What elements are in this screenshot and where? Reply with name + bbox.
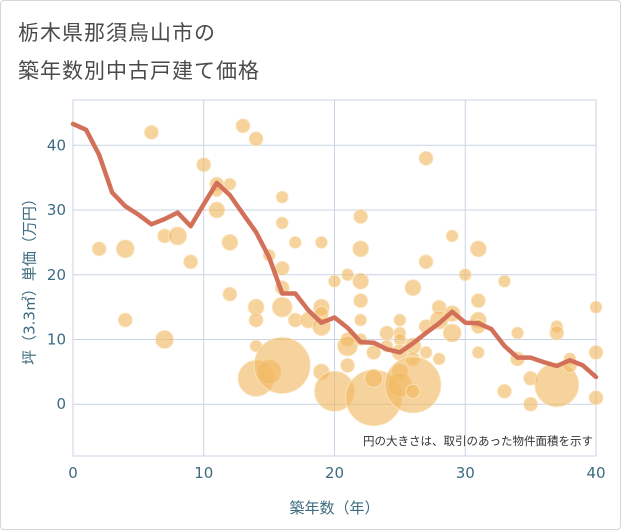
- bubble-point: [340, 357, 355, 373]
- x-tick-label: 30: [456, 464, 475, 482]
- chart-title-line1: 栃木県那須烏山市の: [18, 21, 216, 45]
- bubble-point: [419, 346, 433, 359]
- bubble-point: [183, 254, 199, 270]
- bubble-point: [588, 390, 604, 406]
- bubble-point: [364, 368, 384, 388]
- bubble-point: [253, 336, 311, 394]
- average-price-line: [70, 121, 599, 380]
- bubble-point: [471, 346, 485, 359]
- bubble-point: [418, 150, 434, 166]
- bubble-point: [115, 239, 135, 259]
- bubble-point: [222, 286, 238, 302]
- bubble-point: [405, 383, 421, 399]
- bubble-point: [208, 201, 226, 219]
- bubble-point: [337, 335, 358, 357]
- bubble-point: [271, 296, 293, 318]
- bubble-point: [275, 190, 289, 204]
- bubble-point: [353, 209, 369, 224]
- bubble-point: [196, 157, 212, 173]
- bubble-series: [91, 118, 604, 427]
- bubble-point: [352, 272, 370, 290]
- bubble-point: [341, 268, 354, 282]
- bubble-point: [589, 300, 603, 314]
- bubble-point: [588, 345, 604, 360]
- bubble-point: [288, 235, 302, 249]
- x-tick-label: 0: [68, 464, 78, 482]
- bubble-point: [469, 240, 487, 258]
- bubble-point: [511, 326, 524, 340]
- bubble-point: [379, 325, 395, 341]
- x-tick-label: 40: [586, 464, 605, 482]
- y-tick-label: 40: [47, 136, 66, 154]
- bubble-point: [223, 177, 237, 191]
- bubble-point: [315, 235, 328, 249]
- bubble-point: [393, 313, 407, 327]
- y-axis-label: 坪（3.3㎡）単価（万円）: [21, 191, 39, 365]
- bubble-point: [248, 131, 264, 147]
- bubble-point: [144, 124, 159, 140]
- bubble-point: [442, 323, 462, 343]
- y-tick-label: 30: [47, 201, 66, 219]
- bubble-point: [549, 325, 565, 341]
- bubble-point: [445, 229, 459, 243]
- x-tick-label: 20: [325, 464, 344, 482]
- y-tick-label: 20: [47, 266, 66, 284]
- bubble-point: [534, 362, 580, 408]
- bubble-point: [354, 313, 368, 327]
- bubble-point: [352, 240, 370, 258]
- bubble-point: [523, 396, 539, 412]
- bubble-point: [418, 254, 434, 270]
- bubble-point: [353, 293, 369, 309]
- bubble-point: [432, 352, 446, 366]
- chart-title-line2: 築年数別中古戸建て価格: [18, 59, 260, 83]
- bubble-point: [497, 383, 512, 399]
- bubble-point: [498, 274, 511, 288]
- bubble-point: [458, 268, 472, 282]
- x-axis-label: 築年数（年）: [289, 499, 379, 517]
- bubble-point: [328, 274, 341, 288]
- bubble-point: [470, 293, 486, 309]
- average-line-series: [70, 121, 599, 380]
- x-tick-label: 10: [194, 464, 213, 482]
- bubble-point: [404, 279, 422, 297]
- bubble-point: [275, 216, 289, 230]
- bubble-point: [155, 330, 174, 349]
- bubble-point: [248, 312, 264, 328]
- bubble-point: [393, 333, 407, 346]
- bubble-point: [274, 260, 290, 276]
- bubble-size-note: 円の大きさは、取引のあった物件面積を示す: [363, 434, 593, 448]
- bubble-point: [221, 233, 239, 251]
- bubble-point: [117, 312, 133, 328]
- axis-ticks: 0 10 20 30 40 0 10 20 30 40: [47, 136, 606, 482]
- y-tick-label: 0: [56, 395, 66, 413]
- bubble-point: [235, 118, 251, 134]
- bubble-point: [168, 226, 188, 246]
- bubble-point: [91, 241, 107, 257]
- y-tick-label: 10: [47, 330, 66, 348]
- bubble-point: [366, 345, 382, 360]
